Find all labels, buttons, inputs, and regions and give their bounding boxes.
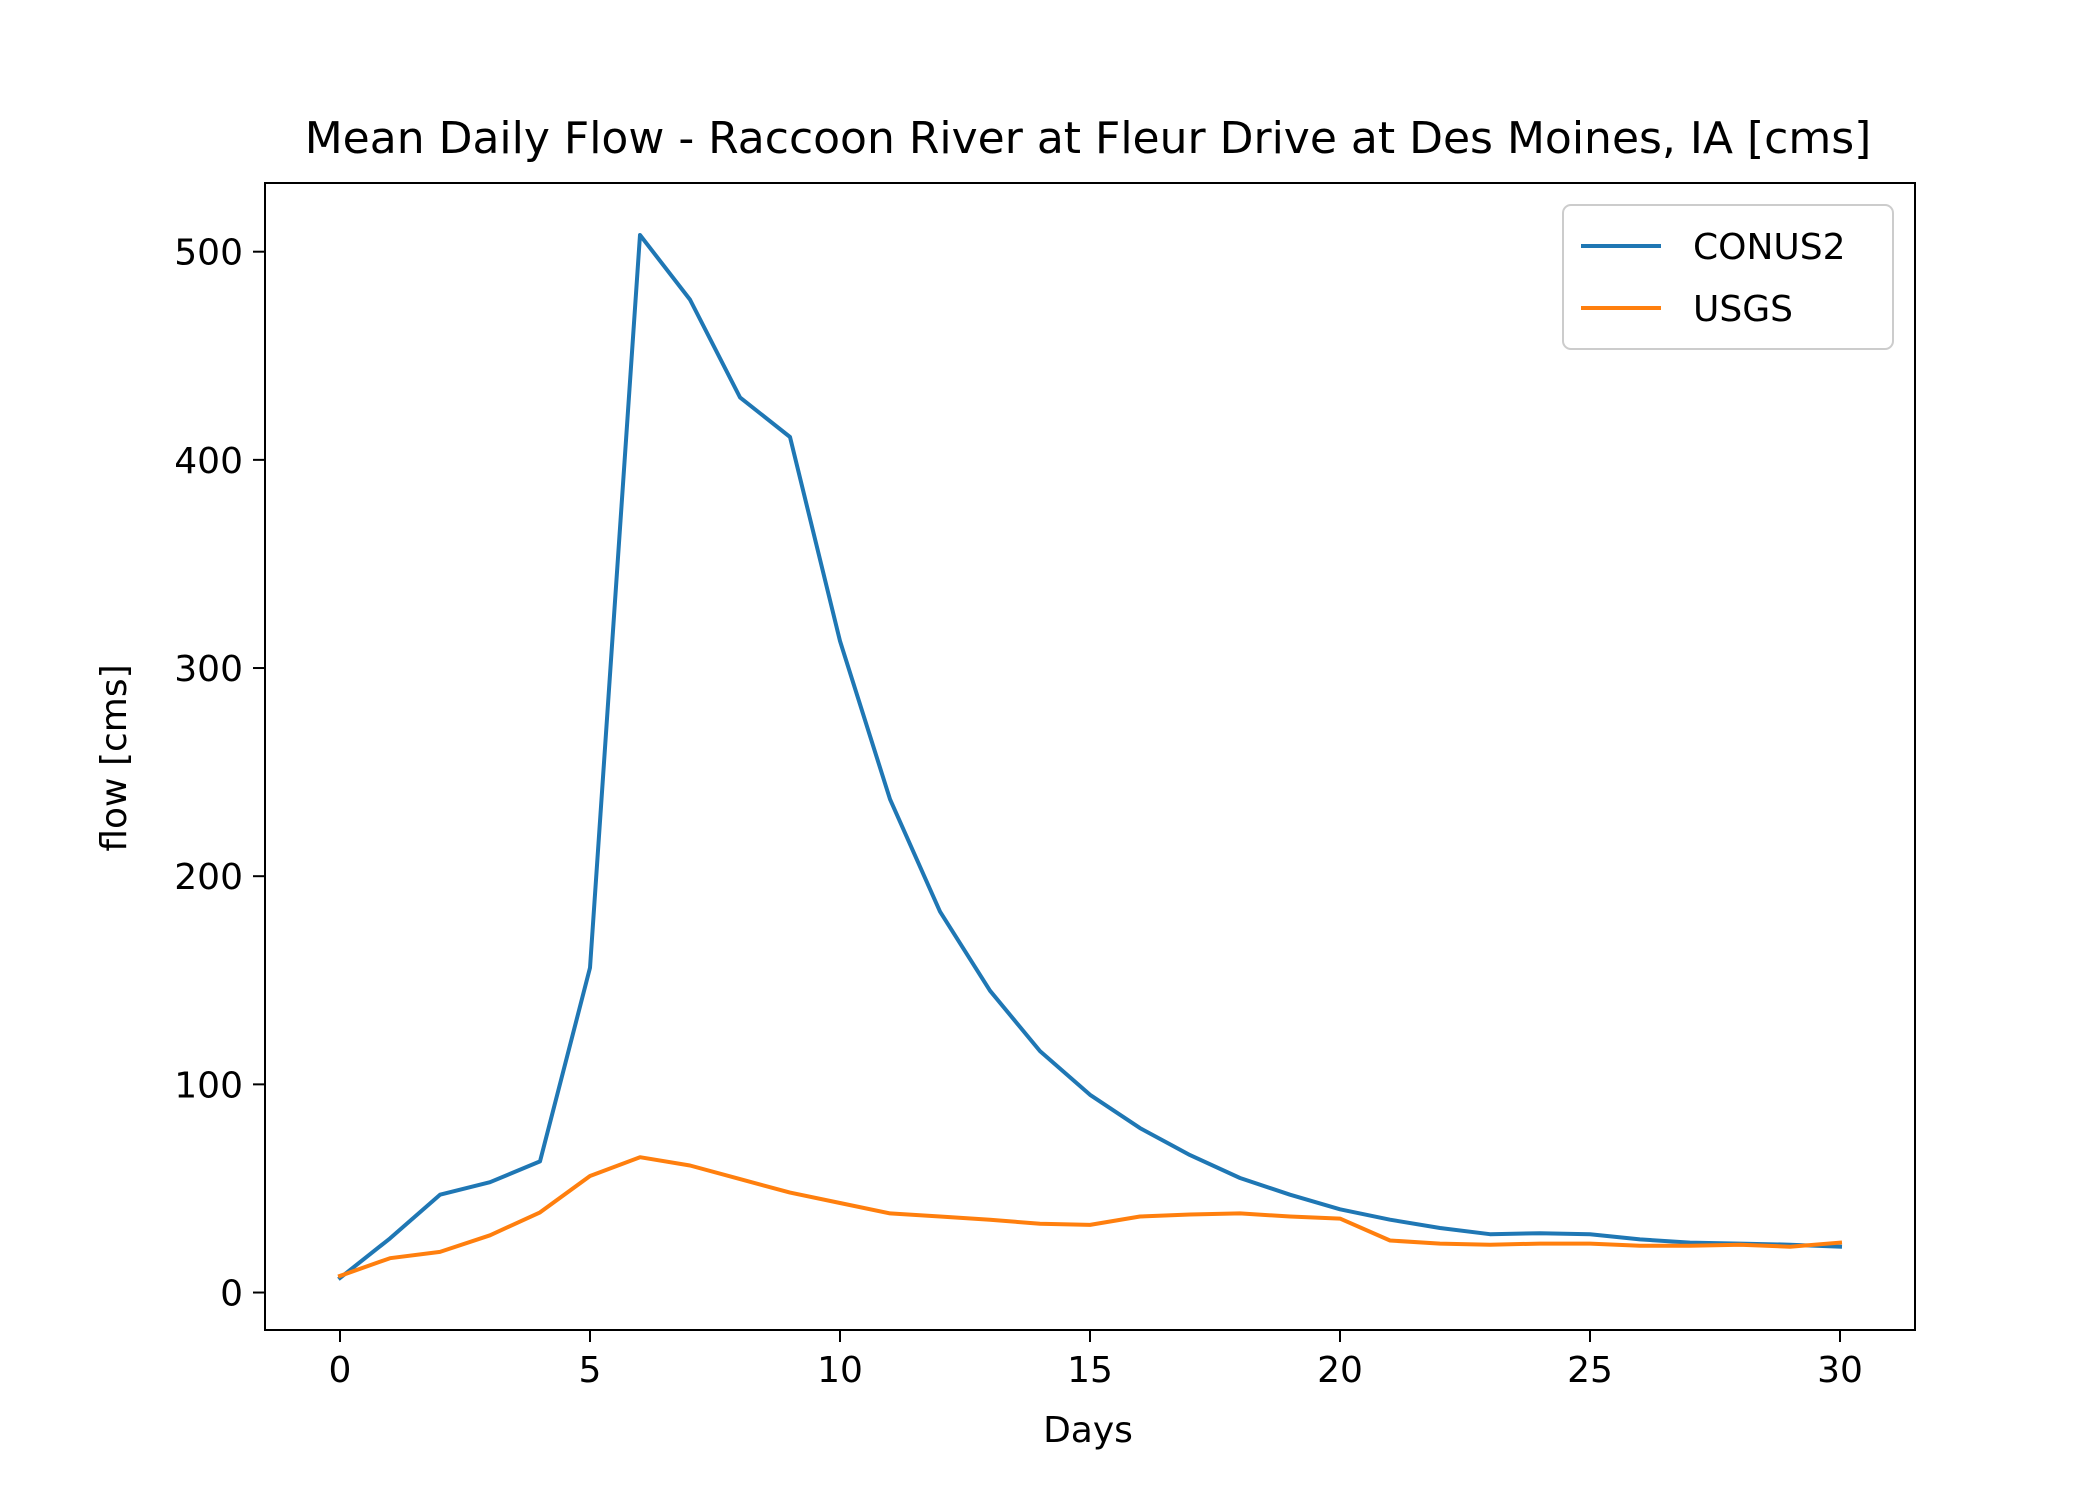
x-axis-label: Days: [1043, 1410, 1133, 1451]
x-tick-label: 0: [329, 1350, 352, 1391]
plot-area: [264, 182, 1916, 1331]
y-tick-label: 200: [174, 857, 243, 898]
legend-label-conus2: CONUS2: [1693, 227, 1846, 268]
legend: CONUS2 USGS: [1562, 204, 1894, 350]
y-tick-label: 300: [174, 649, 243, 690]
legend-box: [1562, 204, 1894, 350]
y-tick-label: 0: [220, 1274, 243, 1315]
y-axis: 0 100 200 300 400 500: [174, 233, 265, 1315]
chart-title: Mean Daily Flow - Raccoon River at Fleur…: [305, 113, 1872, 164]
y-tick-label: 500: [174, 233, 243, 274]
x-tick-label: 5: [579, 1350, 602, 1391]
y-axis-label: flow [cms]: [94, 664, 135, 851]
x-tick-label: 20: [1317, 1350, 1363, 1391]
x-tick-label: 10: [817, 1350, 863, 1391]
x-axis: 0 5 10 15 20 25 30: [329, 1330, 1863, 1391]
x-tick-label: 30: [1817, 1350, 1863, 1391]
x-tick-label: 15: [1067, 1350, 1113, 1391]
series-line-usgs: [337, 1155, 1843, 1279]
legend-label-usgs: USGS: [1693, 289, 1793, 330]
x-tick-label: 25: [1567, 1350, 1613, 1391]
y-tick-label: 400: [174, 441, 243, 482]
plot-frame: [264, 182, 1916, 1331]
series-line-conus2: [337, 233, 1843, 1281]
y-tick-label: 100: [174, 1065, 243, 1106]
